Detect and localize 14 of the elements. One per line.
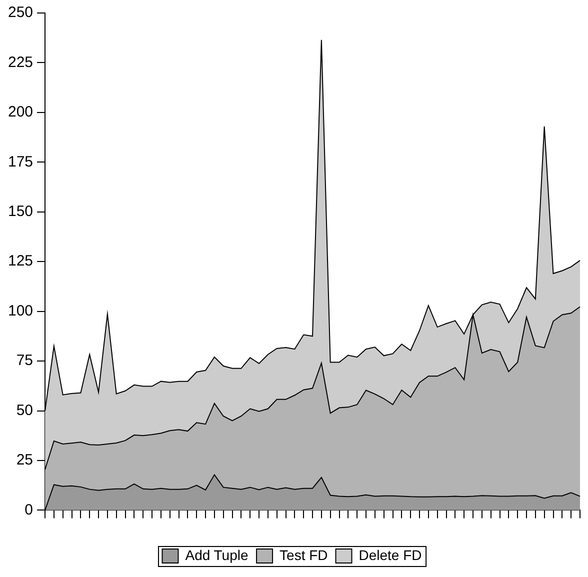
y-tick-label: 25 xyxy=(16,452,34,469)
y-tick-label: 100 xyxy=(8,302,34,320)
y-tick-label: 50 xyxy=(16,402,34,419)
y-tick-label: 200 xyxy=(8,104,34,121)
y-tick-label: 75 xyxy=(16,352,34,370)
y-tick-label: 0 xyxy=(24,501,34,518)
y-tick-label: 175 xyxy=(8,153,34,170)
y-tick-label: 225 xyxy=(8,54,34,71)
y-tick-label: 125 xyxy=(8,252,34,270)
legend-label: Add Tuple xyxy=(185,546,248,563)
legend-label: Delete FD xyxy=(358,546,422,563)
legend-label: Test FD xyxy=(280,546,328,563)
y-tick-label: 150 xyxy=(8,203,34,220)
y-tick-label: 250 xyxy=(8,4,34,22)
